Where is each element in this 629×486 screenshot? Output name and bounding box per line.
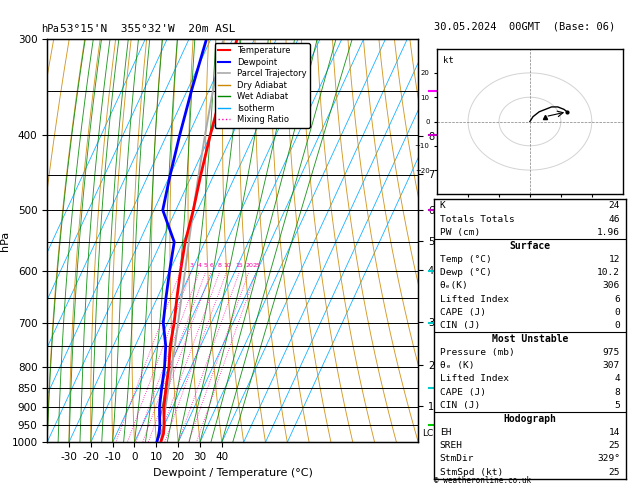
Text: EH: EH — [440, 428, 451, 436]
Text: LCL: LCL — [422, 429, 438, 438]
Text: θₑ (K): θₑ (K) — [440, 361, 474, 370]
Text: Surface: Surface — [509, 241, 550, 251]
Text: 5: 5 — [204, 263, 208, 268]
Text: hPa: hPa — [41, 24, 58, 34]
Text: 25: 25 — [253, 263, 260, 268]
Text: 0: 0 — [615, 308, 620, 317]
Text: 8: 8 — [615, 388, 620, 397]
Text: 4: 4 — [198, 263, 201, 268]
Text: Hodograph: Hodograph — [503, 414, 557, 424]
Y-axis label: hPa: hPa — [0, 230, 10, 251]
Text: CAPE (J): CAPE (J) — [440, 308, 486, 317]
Text: PW (cm): PW (cm) — [440, 228, 480, 237]
Text: 10.2: 10.2 — [597, 268, 620, 277]
Text: Lifted Index: Lifted Index — [440, 295, 509, 304]
Text: Totals Totals: Totals Totals — [440, 215, 515, 224]
Text: 10: 10 — [223, 263, 231, 268]
Text: Pressure (mb): Pressure (mb) — [440, 348, 515, 357]
Text: 46: 46 — [609, 215, 620, 224]
Text: K: K — [440, 201, 445, 210]
Text: kt: kt — [443, 56, 454, 65]
Text: θₑ(K): θₑ(K) — [440, 281, 469, 290]
Text: 53°15'N  355°32'W  20m ASL: 53°15'N 355°32'W 20m ASL — [60, 24, 235, 34]
Text: 12: 12 — [609, 255, 620, 263]
Text: Lifted Index: Lifted Index — [440, 374, 509, 383]
Text: SREH: SREH — [440, 441, 463, 450]
Text: StmSpd (kt): StmSpd (kt) — [440, 468, 503, 477]
Text: 25: 25 — [609, 468, 620, 477]
Text: 306: 306 — [603, 281, 620, 290]
Text: 307: 307 — [603, 361, 620, 370]
Legend: Temperature, Dewpoint, Parcel Trajectory, Dry Adiabat, Wet Adiabat, Isotherm, Mi: Temperature, Dewpoint, Parcel Trajectory… — [214, 43, 310, 128]
Text: Dewp (°C): Dewp (°C) — [440, 268, 491, 277]
X-axis label: Dewpoint / Temperature (°C): Dewpoint / Temperature (°C) — [153, 468, 313, 478]
Text: StmDir: StmDir — [440, 454, 474, 463]
Text: Temp (°C): Temp (°C) — [440, 255, 491, 263]
Text: 329°: 329° — [597, 454, 620, 463]
Text: CIN (J): CIN (J) — [440, 401, 480, 410]
Text: 3: 3 — [189, 263, 194, 268]
Text: 20: 20 — [245, 263, 253, 268]
Y-axis label: km
ASL: km ASL — [437, 231, 459, 250]
Text: 14: 14 — [609, 428, 620, 436]
Text: 0: 0 — [615, 321, 620, 330]
Text: 1.96: 1.96 — [597, 228, 620, 237]
Text: 6: 6 — [615, 295, 620, 304]
Text: 2: 2 — [179, 263, 182, 268]
Text: 24: 24 — [609, 201, 620, 210]
Text: CAPE (J): CAPE (J) — [440, 388, 486, 397]
Text: 25: 25 — [609, 441, 620, 450]
Text: 15: 15 — [236, 263, 243, 268]
Text: 8: 8 — [218, 263, 222, 268]
Text: 5: 5 — [615, 401, 620, 410]
Text: CIN (J): CIN (J) — [440, 321, 480, 330]
Text: Most Unstable: Most Unstable — [492, 334, 568, 344]
Text: 4: 4 — [615, 374, 620, 383]
Text: © weatheronline.co.uk: © weatheronline.co.uk — [434, 476, 531, 485]
Text: 975: 975 — [603, 348, 620, 357]
Text: 6: 6 — [209, 263, 213, 268]
Text: 30.05.2024  00GMT  (Base: 06): 30.05.2024 00GMT (Base: 06) — [434, 21, 615, 32]
